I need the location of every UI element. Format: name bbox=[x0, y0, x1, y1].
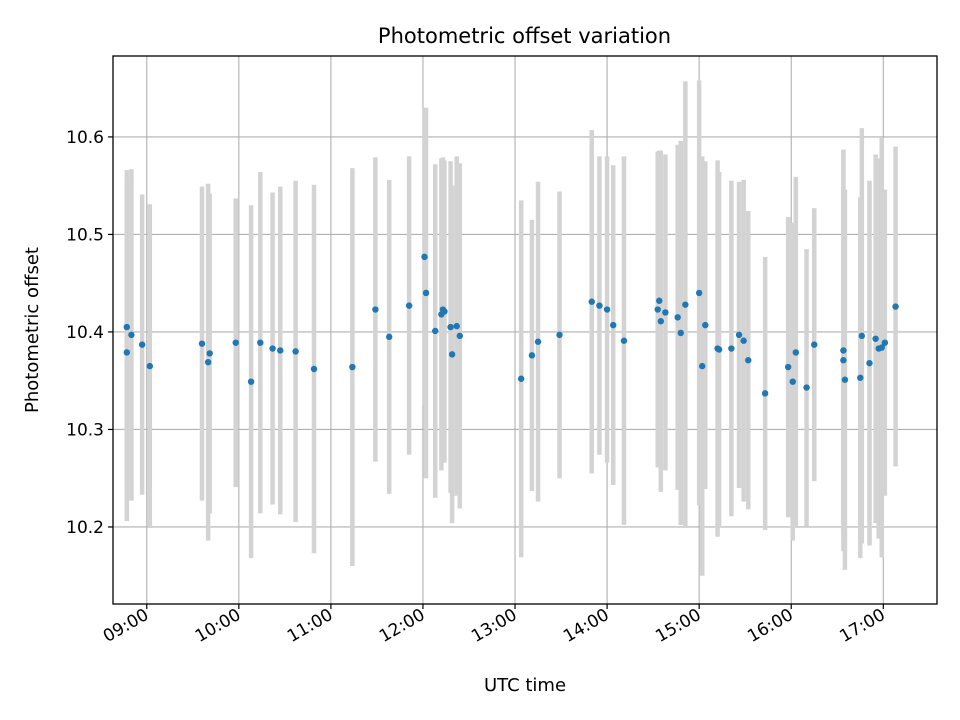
data-point bbox=[432, 327, 439, 335]
data-point bbox=[128, 331, 135, 339]
error-bars bbox=[124, 80, 898, 576]
data-point bbox=[349, 363, 356, 371]
y-axis-ticks: 10.2 10.3 10.4 10.5 10.6 bbox=[66, 128, 113, 538]
x-tick-label: 17:00 bbox=[836, 605, 888, 647]
data-point bbox=[857, 374, 864, 381]
y-tick-label: 10.4 bbox=[66, 323, 104, 343]
data-point bbox=[740, 337, 747, 344]
x-axis-label: UTC time bbox=[484, 675, 566, 696]
data-point bbox=[247, 378, 255, 385]
data-point bbox=[277, 347, 284, 354]
data-point bbox=[657, 318, 664, 325]
data-point bbox=[386, 333, 393, 341]
data-point bbox=[866, 359, 873, 367]
data-point bbox=[269, 345, 276, 352]
data-points bbox=[123, 253, 899, 397]
data-point bbox=[715, 346, 723, 353]
data-point bbox=[803, 384, 810, 391]
data-point bbox=[198, 340, 206, 347]
data-point bbox=[789, 378, 796, 385]
x-tick-label: 13:00 bbox=[468, 605, 520, 647]
data-point bbox=[534, 338, 542, 345]
data-point bbox=[528, 352, 536, 359]
data-point bbox=[840, 357, 847, 364]
x-tick-label: 14:00 bbox=[560, 605, 612, 647]
data-point bbox=[123, 323, 131, 331]
data-point bbox=[745, 357, 752, 364]
data-point bbox=[596, 302, 603, 309]
y-tick-label: 10.5 bbox=[66, 225, 104, 245]
data-point bbox=[677, 329, 684, 337]
data-point bbox=[422, 289, 430, 297]
y-tick-label: 10.2 bbox=[66, 518, 104, 538]
data-point bbox=[761, 390, 769, 397]
data-point bbox=[735, 331, 743, 339]
data-point bbox=[138, 341, 146, 348]
data-point bbox=[448, 351, 456, 358]
data-point bbox=[784, 363, 792, 371]
data-point bbox=[620, 337, 628, 344]
data-point bbox=[654, 306, 661, 313]
data-point bbox=[556, 331, 563, 339]
y-tick-label: 10.6 bbox=[66, 128, 104, 148]
data-point bbox=[695, 289, 703, 297]
data-point bbox=[892, 303, 899, 310]
x-tick-label: 11:00 bbox=[284, 605, 336, 647]
plot-frame bbox=[112, 55, 938, 605]
data-point bbox=[811, 341, 818, 348]
data-point bbox=[603, 306, 611, 313]
data-point bbox=[792, 349, 800, 356]
data-point bbox=[292, 348, 299, 355]
data-point bbox=[858, 332, 866, 340]
x-tick-label: 09:00 bbox=[100, 605, 152, 647]
data-point bbox=[841, 376, 849, 383]
x-tick-label: 16:00 bbox=[744, 605, 796, 647]
chart-title: Photometric offset variation bbox=[378, 24, 671, 48]
data-point bbox=[588, 298, 595, 305]
data-point bbox=[610, 321, 617, 329]
data-point bbox=[447, 323, 454, 331]
data-point bbox=[310, 365, 318, 373]
data-point bbox=[872, 335, 879, 342]
y-axis-label: Photometric offset bbox=[22, 247, 43, 413]
data-point bbox=[878, 344, 885, 351]
data-point bbox=[206, 350, 213, 357]
data-point bbox=[881, 339, 889, 346]
data-point bbox=[699, 362, 706, 370]
data-point bbox=[840, 347, 847, 354]
x-tick-label: 12:00 bbox=[376, 605, 428, 647]
data-point bbox=[656, 297, 663, 304]
data-point bbox=[372, 306, 379, 313]
data-point bbox=[728, 345, 735, 352]
x-tick-label: 10:00 bbox=[192, 605, 244, 647]
data-point bbox=[405, 302, 413, 309]
data-point bbox=[662, 309, 669, 316]
data-point bbox=[257, 339, 264, 346]
data-point bbox=[146, 362, 154, 370]
data-point bbox=[421, 253, 428, 261]
data-point bbox=[123, 349, 131, 356]
y-tick-label: 10.3 bbox=[66, 420, 104, 440]
data-point bbox=[204, 358, 212, 366]
data-point bbox=[232, 339, 239, 346]
x-tick-label: 15:00 bbox=[652, 605, 704, 647]
data-point bbox=[682, 301, 689, 308]
data-point bbox=[441, 308, 448, 315]
data-point bbox=[456, 332, 463, 340]
data-point bbox=[517, 375, 525, 382]
data-point bbox=[702, 321, 709, 329]
data-point bbox=[674, 314, 681, 321]
x-axis-ticks: 09:00 10:00 11:00 12:00 13:00 14:00 15:00 16:00… bbox=[100, 604, 889, 647]
data-point bbox=[453, 322, 460, 330]
